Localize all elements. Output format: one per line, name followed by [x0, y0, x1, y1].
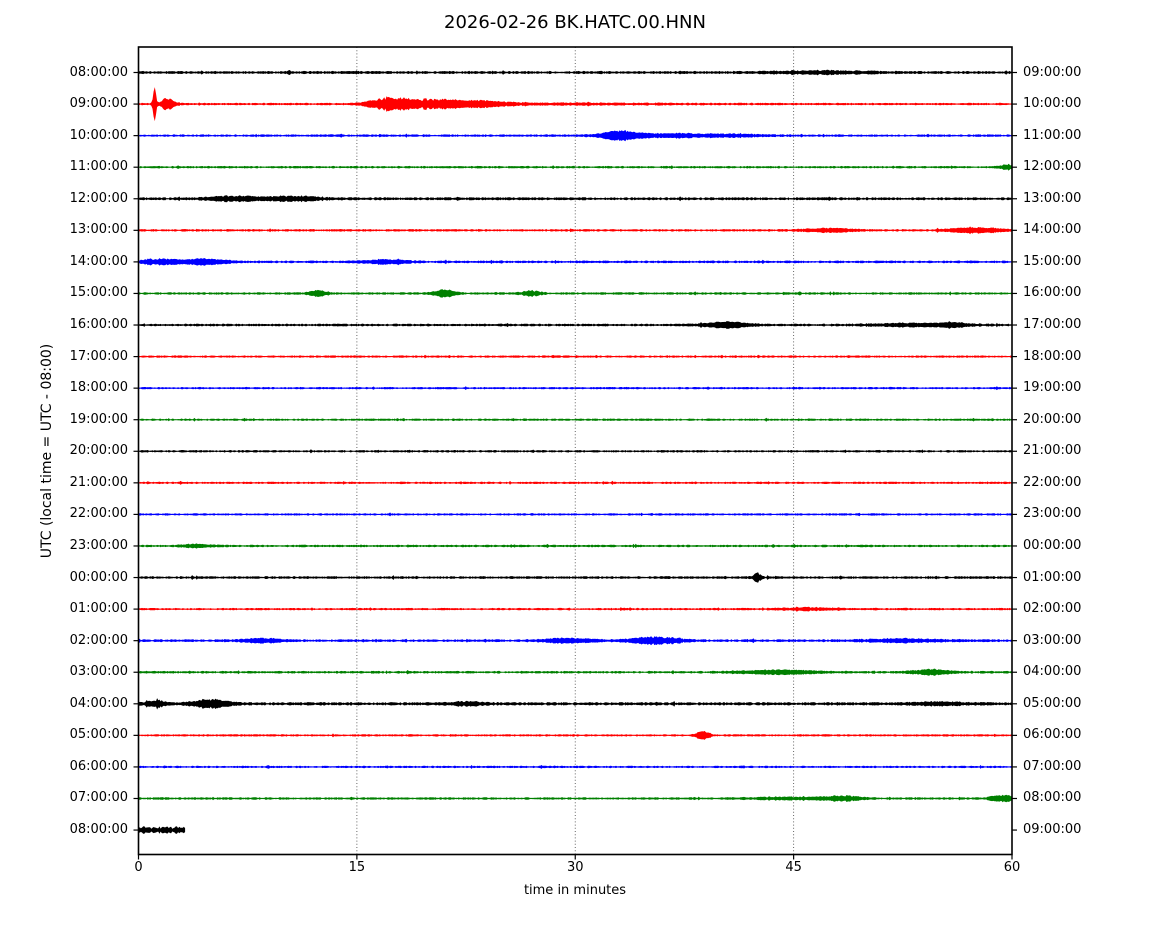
- x-tick-label: 45: [785, 860, 802, 875]
- seismogram-trace-120000: [138, 195, 1012, 203]
- y-tick-label-left: 04:00:00: [69, 695, 128, 711]
- seismogram-trace-160000: [138, 321, 1012, 329]
- y-tick-label-left: 19:00:00: [69, 411, 128, 427]
- x-tick-label: 30: [566, 860, 584, 875]
- seismogram-trace-030000: [138, 668, 1012, 676]
- y-tick-label-right: 11:00:00: [1023, 127, 1082, 143]
- y-tick-label-right: 06:00:00: [1023, 727, 1082, 743]
- y-tick-label-right: 04:00:00: [1023, 664, 1082, 680]
- y-tick-label-right: 14:00:00: [1023, 222, 1082, 238]
- y-tick-label-right: 19:00:00: [1023, 380, 1082, 396]
- y-tick-label-right: 23:00:00: [1023, 506, 1082, 522]
- seismogram-trace-070000: [138, 794, 1012, 803]
- y-tick-label-left: 06:00:00: [69, 758, 128, 774]
- y-tick-label-left: 16:00:00: [69, 317, 128, 333]
- x-axis-label: time in minutes: [523, 883, 627, 898]
- y-tick-label-left: 05:00:00: [69, 727, 128, 743]
- seismogram-trace-040000: [138, 698, 1012, 710]
- seismogram-trace-010000: [138, 606, 1012, 612]
- y-tick-label-right: 15:00:00: [1023, 253, 1082, 269]
- seismogram-trace-050000: [138, 730, 1012, 740]
- seismogram-trace-170000: [138, 354, 1012, 359]
- seismogram-trace-220000: [138, 512, 1012, 517]
- seismogram-trace-190000: [138, 417, 1012, 422]
- seismogram-trace-100000: [138, 129, 1012, 142]
- y-tick-label-right: 00:00:00: [1023, 537, 1082, 553]
- seismogram-trace-080000: [138, 826, 186, 834]
- plot-frame: [137, 46, 1013, 856]
- seismogram-trace-060000: [138, 765, 1012, 769]
- y-tick-label-left: 00:00:00: [69, 569, 128, 585]
- y-tick-label-left: 13:00:00: [69, 222, 128, 238]
- plot-title: 2026-02-26 BK.HATC.00.HNN: [444, 12, 706, 33]
- y-tick-label-left: 11:00:00: [69, 159, 128, 175]
- seismogram-trace-110000: [138, 163, 1012, 171]
- y-tick-label-left: 12:00:00: [69, 190, 128, 206]
- y-tick-label-right: 05:00:00: [1023, 695, 1082, 711]
- y-tick-label-right: 22:00:00: [1023, 474, 1082, 490]
- y-tick-label-right: 07:00:00: [1023, 758, 1082, 774]
- y-tick-label-left: 17:00:00: [69, 348, 128, 364]
- y-tick-label-right: 17:00:00: [1023, 317, 1082, 333]
- y-tick-label-right: 10:00:00: [1023, 96, 1082, 112]
- y-tick-label-left: 02:00:00: [69, 632, 128, 648]
- y-tick-label-right: 18:00:00: [1023, 348, 1082, 364]
- y-tick-label-left: 08:00:00: [69, 822, 128, 838]
- seismogram-trace-140000: [138, 258, 1012, 266]
- y-tick-label-right: 01:00:00: [1023, 569, 1082, 585]
- y-tick-label-left: 23:00:00: [69, 537, 128, 553]
- seismogram-trace-130000: [138, 226, 1012, 235]
- y-tick-label-right: 16:00:00: [1023, 285, 1082, 301]
- y-tick-label-right: 12:00:00: [1023, 159, 1082, 175]
- seismogram-trace-080000: [138, 69, 1012, 76]
- y-tick-label-left: 20:00:00: [69, 443, 128, 459]
- y-tick-label-right: 03:00:00: [1023, 632, 1082, 648]
- y-tick-label-left: 07:00:00: [69, 790, 128, 806]
- y-tick-label-left: 14:00:00: [69, 253, 128, 269]
- y-tick-label-right: 09:00:00: [1023, 64, 1082, 80]
- y-tick-label-right: 08:00:00: [1023, 790, 1082, 806]
- y-tick-label-left: 18:00:00: [69, 380, 128, 396]
- y-tick-label-left: 09:00:00: [69, 96, 128, 112]
- seismogram-trace-090000: [138, 87, 1012, 122]
- y-tick-label-right: 02:00:00: [1023, 601, 1082, 617]
- seismogram-trace-020000: [138, 636, 1012, 646]
- seismogram-trace-210000: [138, 480, 1012, 485]
- seismogram-trace-230000: [138, 543, 1012, 549]
- y-tick-label-left: 21:00:00: [69, 474, 128, 490]
- x-tick-label: 15: [348, 860, 366, 875]
- y-tick-label-left: 03:00:00: [69, 664, 128, 680]
- y-tick-label-right: 13:00:00: [1023, 190, 1082, 206]
- y-tick-label-right: 20:00:00: [1023, 411, 1082, 427]
- seismogram-trace-200000: [138, 449, 1012, 454]
- y-tick-label-left: 15:00:00: [69, 285, 128, 301]
- y-tick-label-left: 10:00:00: [69, 127, 128, 143]
- x-tick-label: 60: [1003, 860, 1021, 875]
- seismogram-trace-150000: [138, 289, 1012, 298]
- y-tick-label-left: 22:00:00: [69, 506, 128, 522]
- y-tick-label-left: 01:00:00: [69, 601, 128, 617]
- y-tick-label-right: 21:00:00: [1023, 443, 1082, 459]
- x-tick-label: 0: [134, 860, 143, 875]
- seismogram-trace-000000: [138, 572, 1012, 583]
- seismogram-trace-180000: [138, 386, 1012, 391]
- y-tick-label-left: 08:00:00: [69, 64, 128, 80]
- y-tick-label-right: 09:00:00: [1023, 822, 1082, 838]
